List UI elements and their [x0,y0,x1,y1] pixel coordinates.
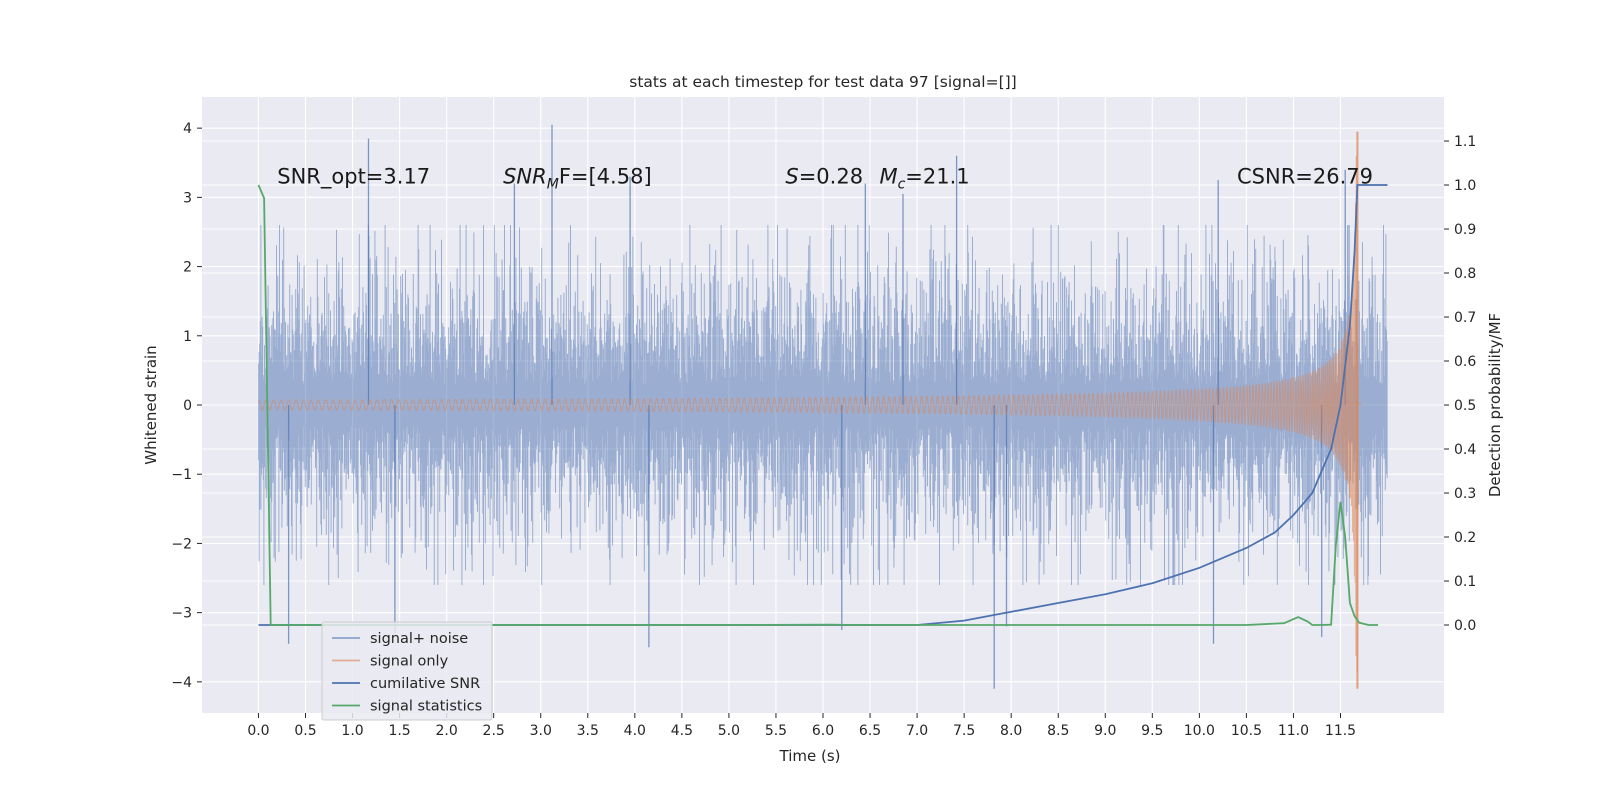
legend-label: signal+ noise [370,631,468,647]
x-tick-label: 7.0 [906,723,928,739]
y-right-tick-label: 0.1 [1454,574,1476,590]
x-tick-label: 4.5 [671,723,693,739]
legend-label: signal statistics [370,699,482,715]
y-right-tick-label: 0.6 [1454,354,1476,370]
x-tick-label: 3.5 [577,723,599,739]
x-axis-label: Time (s) [779,747,841,765]
y-tick-label: 4 [183,121,192,137]
x-tick-label: 10.5 [1231,723,1262,739]
x-tick-label: 1.5 [388,723,410,739]
y-tick-label: −1 [171,467,192,483]
x-tick-label: 10.0 [1184,723,1215,739]
x-tick-label: 11.0 [1278,723,1309,739]
y-axis-label: Whitened strain [142,345,160,464]
x-tick-label: 3.0 [530,723,552,739]
y-right-tick-label: 0.7 [1454,310,1476,326]
signal-noise-peaks [287,124,1346,689]
chart-title: stats at each timestep for test data 97 … [629,73,1016,91]
x-tick-label: 2.5 [483,723,505,739]
legend-label: signal only [370,654,449,670]
y-right-axis-label: Detection probability/MF [1486,313,1504,497]
y-right-tick-label: 0.9 [1454,222,1476,238]
x-tick-label: 9.0 [1094,723,1116,739]
x-tick-label: 8.0 [1000,723,1022,739]
legend-box [321,621,493,721]
y-tick-label: 2 [183,260,192,276]
x-tick-label: 7.5 [953,723,975,739]
legend: signal+ noise signal only cumilative SNR si… [321,621,493,721]
y-tick-label: 3 [183,190,192,206]
y-tick-label: 0 [183,398,192,414]
x-tick-label: 9.5 [1141,723,1163,739]
y-right-tick-label: 1.1 [1454,134,1476,150]
y-right-tick-label: 0.5 [1454,398,1476,414]
x-tick-label: 11.5 [1325,723,1356,739]
y-right-tick-label: 0.3 [1454,486,1476,502]
x-tick-label: 5.5 [765,723,787,739]
x-tick-label: 1.0 [341,723,363,739]
y-tick-label: −2 [171,536,192,552]
annotation-snr-mf: SNRMF=[4.58] [503,165,652,193]
y-right-tick-label: 0.8 [1454,266,1476,282]
x-tick-label: 8.5 [1047,723,1069,739]
annotation-snr-opt: SNR_opt=3.17 [277,165,430,190]
x-tick-label: 0.0 [247,723,269,739]
y-tick-label: 1 [183,329,192,345]
y-right-tick-label: 0.0 [1454,618,1476,634]
annotation-csnr: CSNR=26.79 [1237,165,1373,189]
legend-label: cumilative SNR [370,676,480,692]
annotation-chirp-mass: Mc=21.1 [879,165,969,193]
x-tick-label: 0.5 [294,723,316,739]
x-tick-label: 6.0 [812,723,834,739]
signal-only-line [258,155,1362,673]
series-cumilative-snr [258,184,1388,626]
y-right-tick-label: 1.0 [1454,178,1476,194]
x-tick-label: 5.0 [718,723,740,739]
series-signal-only [258,131,1362,689]
y-tick-label: −3 [171,606,192,622]
annotation-s-value: S=0.28 [785,165,863,189]
x-tick-label: 2.0 [436,723,458,739]
x-tick-label: 6.5 [859,723,881,739]
y-tick-label: −4 [171,675,192,691]
y-right-tick-label: 0.2 [1454,530,1476,546]
x-tick-label: 4.0 [624,723,646,739]
y-right-tick-label: 0.4 [1454,442,1476,458]
